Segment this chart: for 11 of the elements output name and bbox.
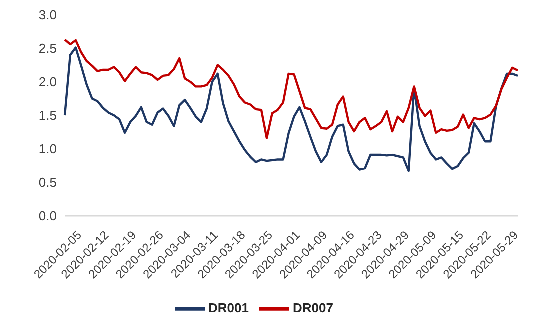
y-tick-label: 2.0	[38, 74, 57, 90]
legend-label: DR001	[208, 300, 249, 316]
y-tick-label: 2.5	[38, 41, 57, 56]
y-tick-label: 1.5	[38, 108, 57, 124]
y-tick-label: 1.0	[38, 142, 57, 157]
line-series	[64, 46, 520, 172]
line-series	[64, 38, 520, 140]
y-tick-label: 3.0	[38, 8, 57, 23]
y-tick-label: 0.5	[38, 175, 57, 190]
legend-label: DR007	[293, 300, 334, 316]
y-tick-label: 0.0	[38, 208, 57, 224]
